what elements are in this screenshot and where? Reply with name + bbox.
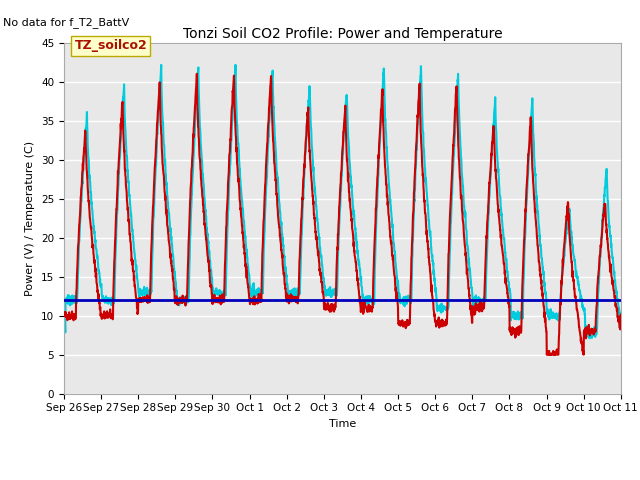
Y-axis label: Power (V) / Temperature (C): Power (V) / Temperature (C) <box>26 141 35 296</box>
Title: Tonzi Soil CO2 Profile: Power and Temperature: Tonzi Soil CO2 Profile: Power and Temper… <box>182 27 502 41</box>
Text: No data for f_T2_BattV: No data for f_T2_BattV <box>3 17 129 28</box>
Text: TZ_soilco2: TZ_soilco2 <box>74 39 147 52</box>
Legend: CR23X Temperature, CR23X Voltage, CR10X Temperature: CR23X Temperature, CR23X Voltage, CR10X … <box>114 477 571 480</box>
X-axis label: Time: Time <box>329 419 356 429</box>
